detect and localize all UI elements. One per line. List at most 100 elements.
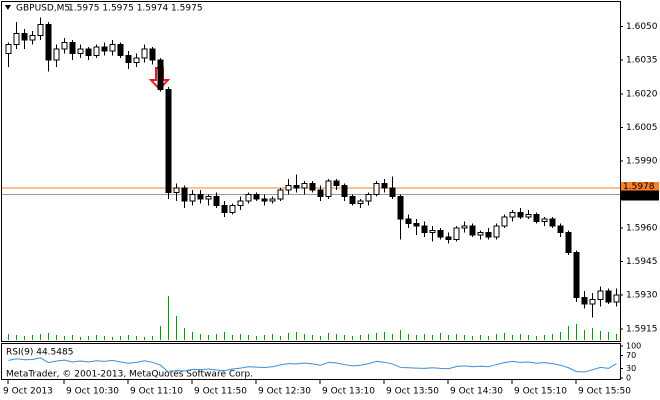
chart-title: GBPUSD,M5 [16, 4, 70, 14]
candle-body [253, 194, 260, 200]
menu-triangle[interactable] [5, 5, 11, 10]
volume-bar [592, 328, 593, 340]
candle-body [101, 46, 108, 52]
volume-bar [352, 336, 353, 340]
volume-bar [96, 335, 97, 340]
candle-body [317, 189, 324, 198]
volume-bar [416, 335, 417, 340]
candle-body [221, 205, 228, 213]
candle-body [37, 23, 44, 37]
volume-bar [600, 331, 601, 340]
volume-bar [376, 333, 377, 340]
volume-bar [176, 316, 177, 340]
volume-bar [520, 334, 521, 340]
candle-body [29, 35, 36, 41]
candle-body [501, 216, 508, 227]
volume-bar [560, 332, 561, 340]
y-tick-label: 1.6050 [626, 22, 658, 32]
candle-body [405, 218, 412, 225]
y-tick-label: 1.5930 [626, 291, 658, 301]
candle-body [373, 182, 380, 196]
volume-bar [392, 334, 393, 340]
candle-body [213, 196, 220, 207]
x-tick-label: 9 Oct 15:10 [514, 387, 567, 397]
candle-body [397, 196, 404, 220]
volume-bar [304, 334, 305, 340]
candle-body [69, 41, 76, 54]
candle-body [365, 194, 372, 202]
volume-bar [136, 336, 137, 340]
volume-bar [200, 334, 201, 340]
rsi-tick-label: 70 [626, 351, 636, 360]
volume-bar [88, 336, 89, 340]
volume-bar [248, 335, 249, 340]
candle-body [533, 214, 540, 222]
candle-body [13, 32, 20, 46]
candle-body [469, 225, 476, 236]
candle-body [333, 180, 340, 187]
volume-bar [576, 324, 577, 340]
candle-body [485, 232, 492, 238]
x-tick-label: 9 Oct 14:30 [450, 387, 503, 397]
rsi-label: RSI(9) 44.5485 [6, 348, 73, 358]
y-tick-label: 1.6020 [626, 89, 658, 99]
candle-body [589, 299, 596, 305]
y-tick-label: 1.6005 [626, 123, 658, 133]
volume-bar [40, 334, 41, 340]
volume-bar [184, 328, 185, 340]
volume-bar [112, 337, 113, 340]
candle-body [269, 198, 276, 202]
volume-bar [424, 334, 425, 340]
volume-bar [152, 336, 153, 340]
footer: MetaTrader, © 2001-2013, MetaQuotes Soft… [6, 370, 253, 380]
candle-body [389, 187, 396, 198]
candle-body [205, 196, 212, 200]
y-tick-label: 1.5960 [626, 224, 658, 234]
rsi-tick-label: 30 [626, 364, 636, 373]
x-tick-label: 9 Oct 15:50 [578, 387, 631, 397]
quote: 1.5975 1.5975 1.5974 1.5975 [68, 4, 203, 14]
candle-body [429, 229, 436, 234]
volume-bar [328, 333, 329, 340]
candle-body [229, 205, 236, 213]
x-tick-label: 9 Oct 2013 [3, 387, 53, 397]
volume-bar [264, 335, 265, 340]
volume-bar [360, 335, 361, 340]
volume-bar [336, 334, 337, 340]
y-tick-label: 1.5915 [626, 324, 658, 334]
alert-tag-label: 1.5978 [623, 182, 655, 192]
volume-bar [8, 334, 9, 340]
candle-body [477, 232, 484, 236]
candle-body [541, 218, 548, 222]
volume-bar [272, 334, 273, 340]
candle-body [301, 182, 308, 189]
volume-bar [64, 336, 65, 340]
volume-bar [72, 335, 73, 340]
candle-body [453, 227, 460, 240]
candle-body [285, 185, 292, 191]
volume-bar [320, 336, 321, 340]
volume-bar [496, 334, 497, 340]
rsi-tick-label: 0 [626, 374, 631, 383]
volume-bar [512, 335, 513, 340]
candle-body [565, 232, 572, 254]
candle-body [141, 48, 148, 59]
volume-bar [368, 334, 369, 340]
volume-bar [616, 334, 617, 340]
x-tick-label: 9 Oct 12:30 [258, 387, 311, 397]
x-tick-label: 9 Oct 11:50 [194, 387, 247, 397]
alert-tag [621, 181, 659, 191]
x-tick-label: 9 Oct 10:30 [66, 387, 119, 397]
candle-body [549, 218, 556, 227]
volume-bar [456, 334, 457, 340]
volume-bar [232, 335, 233, 340]
volume-bar [464, 335, 465, 340]
candle-body [5, 44, 12, 54]
candle-body [189, 194, 196, 202]
rsi-tick-label: 100 [626, 342, 641, 351]
y-tick-label: 1.6035 [626, 56, 658, 66]
candle-body [613, 294, 620, 303]
volume-bar [408, 334, 409, 340]
candle-body [493, 225, 500, 238]
